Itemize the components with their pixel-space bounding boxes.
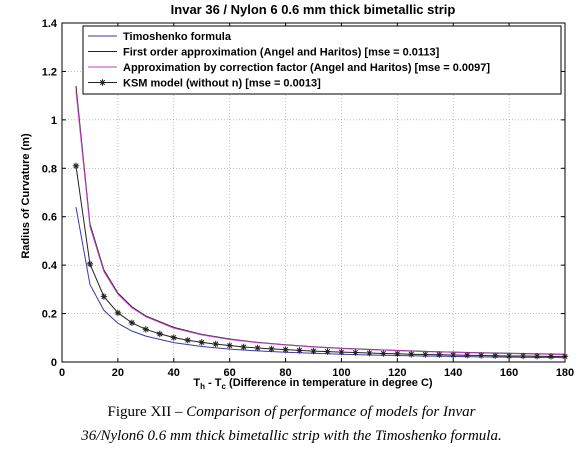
series-point-3 [519, 352, 527, 360]
series-point-3 [128, 319, 136, 326]
series-point-3 [394, 350, 401, 357]
y-tick-label: 1.4 [42, 18, 58, 30]
legend: Timoshenko formula First order approximat… [82, 25, 562, 95]
x-tick-label: 100 [332, 367, 350, 379]
series-point-3 [352, 349, 359, 356]
y-tick-label: 0 [51, 357, 57, 369]
series-point-3 [477, 352, 485, 359]
series-point-3 [436, 351, 443, 358]
legend-label-1: First order approximation (Angel and Har… [123, 47, 440, 59]
series-point-3 [212, 340, 219, 348]
series-point-3 [547, 353, 555, 360]
series-point-3 [463, 352, 471, 359]
series-point-3 [422, 351, 429, 358]
x-ticks: 0 20 40 60 80 100 120 140 160 180 [59, 23, 574, 379]
series-point-3 [408, 351, 415, 358]
series-2 [75, 90, 566, 355]
x-tick-label: 0 [59, 367, 65, 379]
x-axis-label-sub-c: c [222, 382, 227, 390]
x-axis-label-sep: - T [205, 377, 222, 389]
series-point-3 [491, 352, 499, 359]
x-tick-label: 40 [168, 367, 180, 379]
series-point-3 [310, 347, 317, 355]
x-tick-label: 140 [444, 367, 462, 379]
legend-box [82, 25, 562, 95]
y-axis-label: Radius of Curvature (m) [20, 133, 32, 259]
y-tick-label: 0.8 [42, 163, 57, 175]
plot-border [61, 22, 566, 363]
legend-label-0: Timoshenko formula [123, 31, 232, 43]
figure-caption: Figure XII – Comparison of performance o… [0, 404, 583, 421]
series-point-3 [254, 344, 261, 352]
x-axis-label-sub-h: h [200, 382, 205, 390]
series-point-3 [268, 345, 275, 353]
series-point-3 [380, 350, 387, 357]
x-tick-label: 180 [556, 367, 574, 379]
series-point-3 [450, 351, 457, 359]
series-point-3 [324, 348, 331, 355]
legend-label-3: KSM model (without n) [mse = 0.0013] [123, 78, 321, 90]
plot-frame [61, 22, 566, 363]
chart-title: Invar 36 / Nylon 6 0.6 mm thick bimetall… [171, 2, 456, 17]
caption-line-2: 36/Nylon6 0.6 mm thick bimetallic strip … [81, 428, 502, 444]
series-point-3 [533, 352, 541, 360]
series-point-3 [226, 342, 233, 349]
x-tick-label: 20 [112, 367, 124, 379]
x-axis-label-rest: (Difference in temperature in degree C) [226, 377, 433, 389]
series-point-3 [338, 348, 345, 356]
series-point-3 [366, 349, 373, 357]
x-tick-label: 80 [279, 367, 291, 379]
y-tick-label: 1 [51, 115, 57, 127]
series-point-3 [72, 162, 80, 170]
series-3 [72, 162, 569, 360]
series-point-3 [170, 334, 177, 341]
series-point-3 [198, 339, 205, 346]
series-point-3 [114, 309, 122, 317]
y-tick-label: 1.2 [42, 66, 57, 78]
series-point-3 [86, 260, 94, 268]
x-axis-label-main: T [193, 377, 200, 389]
y-ticks: 0 0.2 0.4 0.6 0.8 1 1.2 1.4 [42, 18, 565, 369]
series-lines [72, 85, 569, 360]
caption-lead: Figure XII – [107, 404, 187, 420]
caption-line-1: Comparison of performance of models for … [186, 404, 476, 420]
y-tick-label: 0.4 [42, 260, 58, 272]
series-line-2 [75, 90, 566, 355]
legend-label-2: Approximation by correction factor (Ange… [123, 62, 490, 74]
x-tick-label: 160 [500, 367, 518, 379]
x-tick-label: 120 [388, 367, 406, 379]
series-point-3 [100, 293, 108, 300]
x-tick-label: 60 [224, 367, 236, 379]
series-point-3 [142, 326, 150, 333]
y-tick-label: 0.2 [42, 309, 57, 321]
x-axis-label: Th - Tc (Difference in temperature in de… [193, 377, 433, 390]
figure-caption-line-2: 36/Nylon6 0.6 mm thick bimetallic strip … [0, 428, 583, 445]
series-point-3 [296, 347, 303, 354]
series-point-3 [184, 337, 191, 344]
chart: Invar 36 / Nylon 6 0.6 mm thick bimetall… [20, 2, 574, 390]
series-point-3 [282, 346, 289, 353]
series-point-3 [240, 343, 247, 351]
series-point-3 [156, 330, 164, 338]
series-point-3 [505, 352, 513, 360]
legend-marker-3 [99, 79, 106, 86]
y-tick-label: 0.6 [42, 212, 57, 224]
